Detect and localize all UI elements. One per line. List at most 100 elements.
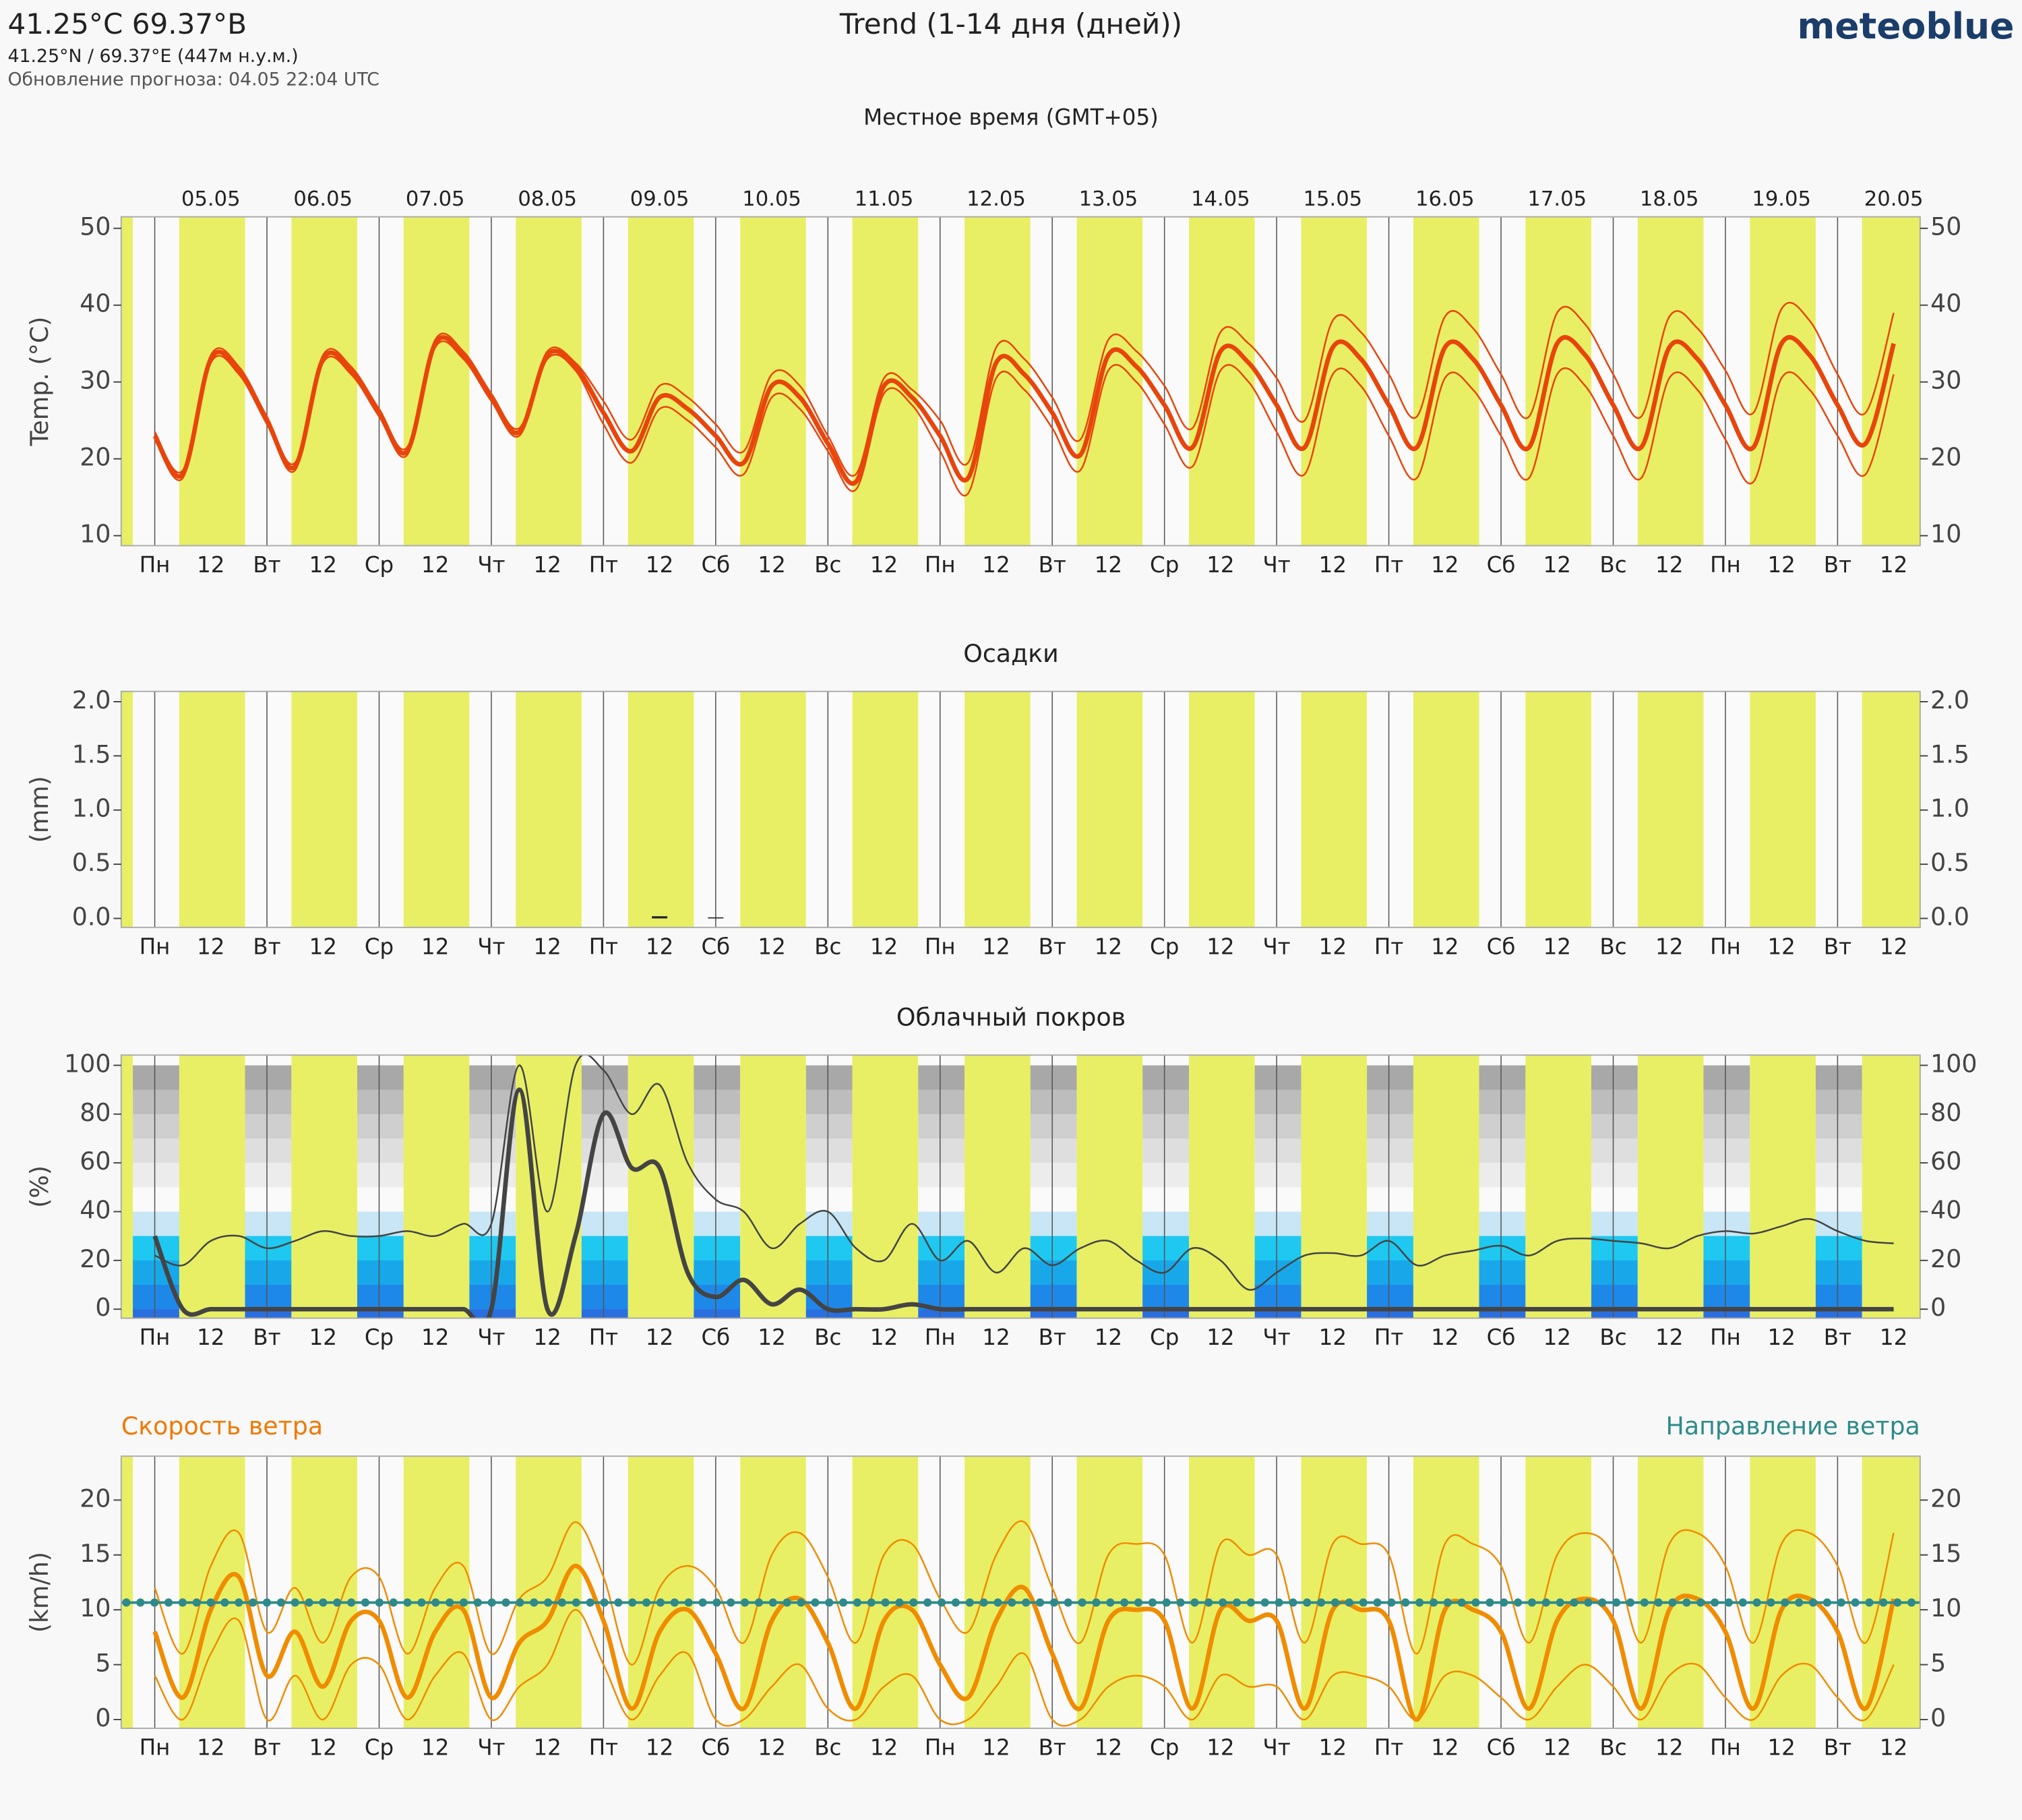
x-tick-label: 12 xyxy=(421,552,449,578)
x-tick-label: Сб xyxy=(701,934,730,959)
direction-dot xyxy=(1176,1598,1185,1607)
direction-dot xyxy=(1527,1598,1537,1607)
cloud-band xyxy=(918,1089,965,1115)
direction-dot xyxy=(727,1598,735,1607)
cloud-band xyxy=(245,1114,292,1139)
cloud-band xyxy=(1591,1114,1638,1139)
cloud-band xyxy=(245,1163,292,1188)
x-tick-label: Пн xyxy=(140,1735,171,1761)
x-tick-label: 12 xyxy=(197,934,224,959)
cloud-band xyxy=(133,1211,179,1237)
direction-dot xyxy=(487,1598,496,1607)
direction-dot xyxy=(1851,1598,1860,1607)
bar xyxy=(652,916,668,919)
daylight-band xyxy=(1862,1055,1920,1318)
plot-frame xyxy=(120,690,1921,928)
direction-dot xyxy=(1106,1598,1115,1607)
cloud-band xyxy=(133,1187,179,1213)
y-tick-label-right: 2.0 xyxy=(1930,686,1969,715)
date-label: 08.05 xyxy=(518,187,577,211)
direction-dot xyxy=(1401,1598,1410,1607)
direction-dot xyxy=(403,1598,412,1607)
cloud-band xyxy=(1479,1089,1526,1115)
daylight-band xyxy=(179,691,245,928)
cloud-band xyxy=(1367,1114,1413,1139)
daylight-band xyxy=(1750,1055,1816,1318)
y-tick-label-right: 1.0 xyxy=(1930,794,1969,823)
x-tick-label: Чт xyxy=(1263,1325,1291,1350)
cloud-band xyxy=(1703,1284,1750,1310)
direction-dot xyxy=(220,1598,229,1607)
direction-dot xyxy=(1219,1598,1227,1607)
cloud-band xyxy=(918,1138,965,1164)
daylight-band xyxy=(852,1456,919,1728)
y-tick-label-right: 40 xyxy=(1930,289,1961,318)
bar xyxy=(708,917,724,919)
x-tick-label: Пн xyxy=(140,934,171,959)
direction-dot xyxy=(375,1598,384,1607)
daylight-band xyxy=(403,216,470,546)
y-tick-label-right: 0.5 xyxy=(1930,848,1969,877)
cloud-band xyxy=(1703,1187,1750,1213)
cloud-band xyxy=(1254,1163,1301,1188)
x-tick-label: Вт xyxy=(1824,1325,1851,1350)
direction-dot xyxy=(712,1598,721,1607)
direction-dot xyxy=(895,1598,904,1607)
cloud-band xyxy=(1703,1138,1750,1164)
x-tick-label: 12 xyxy=(421,934,449,959)
plot-area xyxy=(121,691,1920,928)
cloud-band xyxy=(133,1065,179,1091)
direction-dot xyxy=(1008,1598,1016,1607)
cloud-band xyxy=(1030,1187,1077,1213)
direction-dot xyxy=(1078,1598,1086,1607)
cloud-band xyxy=(245,1211,292,1237)
y-tick-label-right: 30 xyxy=(1930,366,1961,395)
cloud-band xyxy=(1030,1114,1077,1139)
plot-area xyxy=(121,1055,1920,1318)
direction-dot xyxy=(628,1598,637,1607)
x-tick-label: 12 xyxy=(533,552,561,578)
x-tick-label: Вс xyxy=(1599,934,1626,959)
x-tick-label: 12 xyxy=(982,934,1010,959)
series-line xyxy=(152,335,1896,486)
cloud-band xyxy=(1703,1236,1750,1261)
x-tick-label: Пт xyxy=(1374,1735,1403,1761)
daylight-band xyxy=(1301,691,1368,928)
x-tick-label: Пн xyxy=(925,1325,956,1350)
direction-dot xyxy=(1120,1598,1129,1607)
cloud-band xyxy=(1254,1211,1301,1237)
x-tick-label: Сб xyxy=(1487,934,1516,959)
direction-dot xyxy=(122,1598,131,1607)
x-tick-label: 12 xyxy=(533,934,561,959)
y-tick-label-right: 40 xyxy=(1930,1195,1961,1224)
x-tick-label: 12 xyxy=(1655,934,1683,959)
direction-dot xyxy=(1612,1598,1621,1607)
cloud-band xyxy=(1254,1236,1301,1261)
daylight-band xyxy=(1750,1456,1816,1728)
cloud-band xyxy=(805,1260,853,1285)
direction-dot xyxy=(136,1598,145,1607)
cloud-band xyxy=(694,1065,741,1091)
x-tick-label: 12 xyxy=(1206,1325,1234,1350)
cloud-band xyxy=(1030,1163,1077,1188)
x-tick-label: 12 xyxy=(533,1325,561,1350)
direction-dot xyxy=(333,1598,342,1607)
y-tick-label-right: 0 xyxy=(1930,1293,1946,1322)
x-tick-label: Ср xyxy=(365,1325,394,1350)
direction-dot xyxy=(1556,1598,1564,1607)
x-tick-label: Вс xyxy=(814,1325,841,1350)
x-tick-label: 12 xyxy=(982,1325,1010,1350)
cloud-band xyxy=(357,1284,404,1310)
y-axis-label: (%) xyxy=(25,1165,54,1208)
daylight-band xyxy=(740,1055,806,1318)
cloud-band xyxy=(1703,1163,1750,1188)
direction-dot xyxy=(1598,1598,1607,1607)
cloud-band xyxy=(1479,1260,1526,1285)
x-tick-label: 12 xyxy=(1095,934,1122,959)
direction-dot xyxy=(811,1598,820,1607)
cloud-band xyxy=(1815,1284,1862,1310)
x-tick-label: 12 xyxy=(421,1735,449,1761)
x-tick-label: 12 xyxy=(1206,552,1234,578)
cloud-band xyxy=(1703,1260,1750,1285)
x-tick-label: Чт xyxy=(1263,934,1291,959)
